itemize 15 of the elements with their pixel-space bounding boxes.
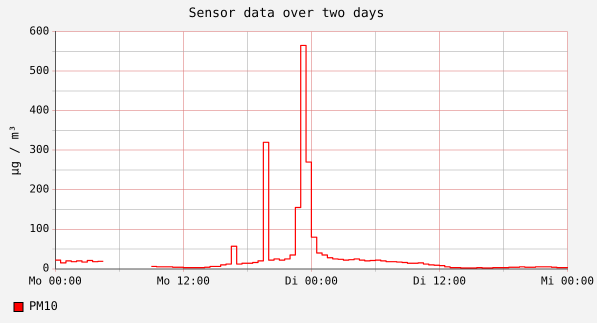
x-tick-label: Di 12:00 (412, 274, 466, 288)
x-tick-label: Mi 00:00 (541, 274, 594, 288)
y-tick-label: 200 (29, 182, 50, 196)
x-tick-label: Di 00:00 (284, 274, 338, 288)
y-tick-label: 600 (29, 24, 50, 38)
y-axis-title: µg / m³ (7, 124, 22, 176)
y-tick-label: 100 (29, 222, 50, 236)
legend-label: PM10 (29, 299, 58, 314)
x-tick-label: Mo 12:00 (156, 274, 210, 288)
chart-title: Sensor data over two days (188, 6, 384, 22)
y-tick-label: 300 (29, 143, 50, 156)
y-tick-label: 400 (29, 104, 50, 117)
y-tick-label: 0 (42, 262, 50, 275)
x-tick-label: Mo 00:00 (28, 274, 82, 288)
y-tick-label: 500 (29, 64, 50, 77)
